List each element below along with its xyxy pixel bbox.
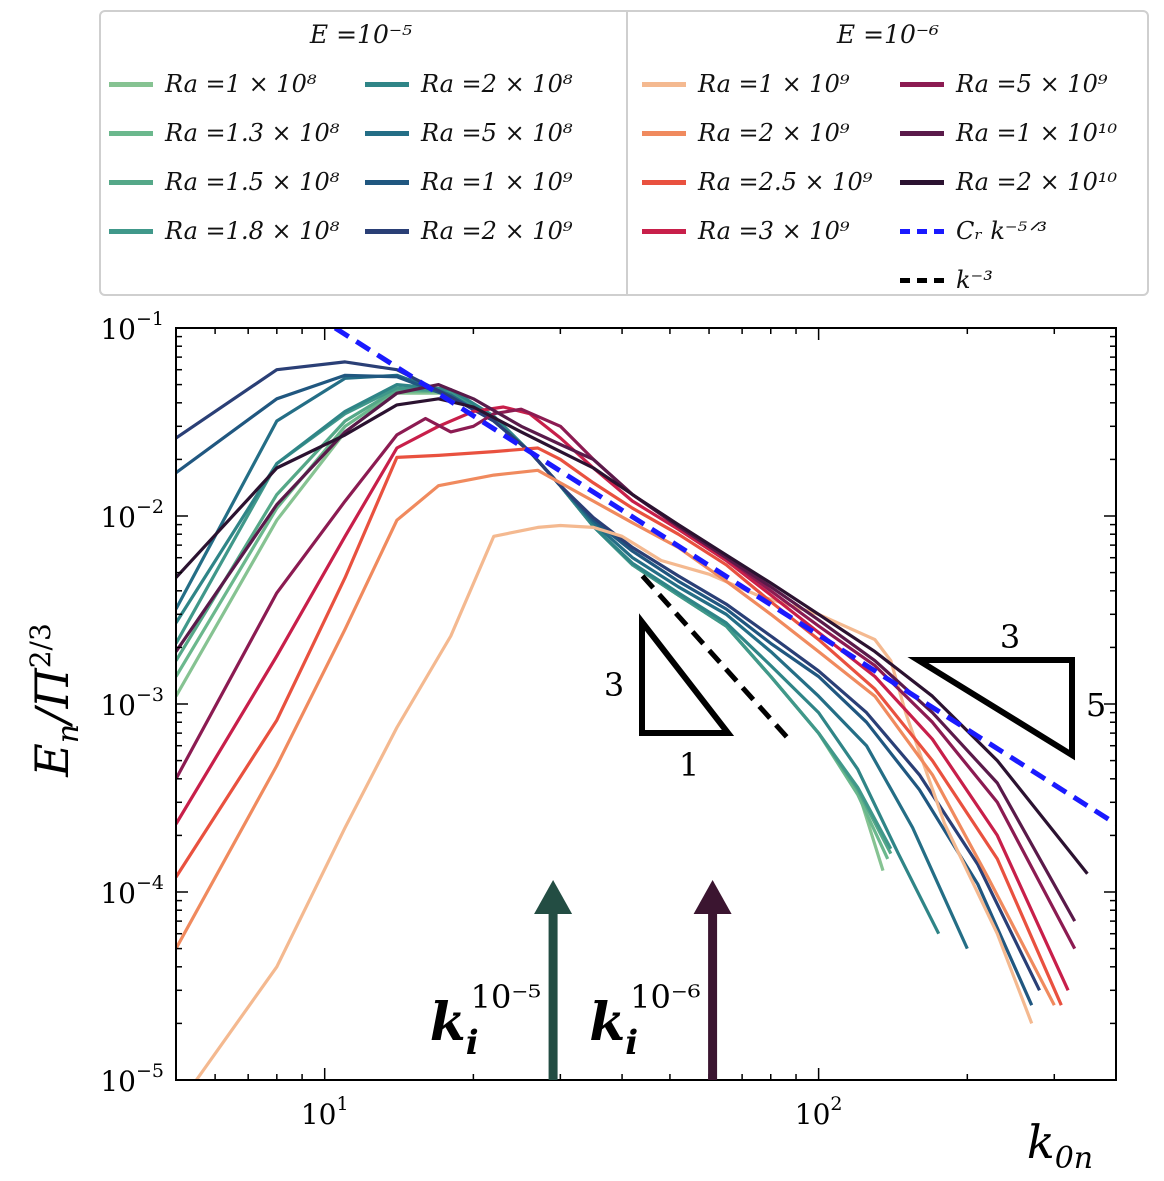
legend-item-9: Ra =2 × 10⁹ [642, 118, 849, 148]
reference-lines [333, 328, 1116, 827]
series-line-14 [176, 397, 1089, 875]
arrow-head-0 [534, 880, 573, 914]
legend-item-2: Ra =1.5 × 10⁸ [109, 167, 339, 197]
legend-swatch [365, 81, 409, 87]
legend-swatch [109, 228, 153, 234]
legend-item-7: Ra =2 × 10⁹ [365, 216, 572, 246]
legend-swatch [642, 130, 686, 136]
y-tick-label-1: 10−2 [100, 496, 164, 534]
legend-swatch [900, 179, 944, 185]
legend-label: Ra =1 × 10⁸ [165, 70, 317, 98]
y-tick-label-4: 10−5 [100, 1060, 164, 1098]
legend-label: Ra =1.5 × 10⁸ [165, 168, 340, 196]
series-line-6 [176, 373, 1034, 1006]
slope-triangle-right-vertical-label: 5 [1086, 686, 1106, 724]
legend-label: Ra =3 × 10⁹ [698, 217, 850, 245]
series-line-10 [176, 446, 1063, 1006]
series-layer [176, 360, 1089, 1080]
arrow-label-1: ki10⁻⁶ [589, 978, 700, 1063]
legend-label: Ra =1.8 × 10⁸ [165, 217, 340, 245]
legend-label: Ra =5 × 10⁸ [421, 119, 573, 147]
series-line-8 [195, 523, 1034, 1080]
legend-swatch [109, 81, 153, 87]
legend-item-reference-1: k⁻³ [900, 265, 993, 295]
legend: E =10⁻⁵ E =10⁻⁶ Ra =1 × 10⁸ Ra =1.3 × 10⁸… [99, 10, 1149, 296]
x-axis-label: k0n [1027, 1115, 1093, 1176]
arrow-head-1 [693, 880, 732, 914]
series-line-5 [176, 373, 969, 950]
legend-label: Ra =2.5 × 10⁹ [698, 168, 873, 196]
slope-triangle-left-vertical-label: 3 [604, 666, 624, 704]
legend-item-14: Ra =2 × 10¹⁰ [900, 167, 1117, 197]
legend-item-3: Ra =1.8 × 10⁸ [109, 216, 339, 246]
slope-triangle-right [907, 657, 1075, 761]
legend-divider [626, 12, 628, 294]
legend-item-4: Ra =2 × 10⁸ [365, 69, 572, 99]
legend-label: Ra =1 × 10¹⁰ [956, 119, 1118, 147]
y-tick-label-0: 10−1 [100, 308, 164, 346]
legend-item-1: Ra =1.3 × 10⁸ [109, 118, 339, 148]
legend-label: Cᵣ k⁻⁵ᐟ³ [956, 217, 1047, 245]
series-line-9 [176, 468, 1056, 1006]
slope-triangle-left [639, 613, 735, 736]
slope-triangle-right-horizontal-label: 3 [1000, 618, 1020, 656]
y-tick-label-2: 10−3 [100, 684, 164, 722]
legend-swatch [365, 228, 409, 234]
legend-swatch [642, 81, 686, 87]
legend-item-6: Ra =1 × 10⁹ [365, 167, 572, 197]
legend-title-group-1: E =10⁻⁵ [309, 20, 413, 49]
legend-swatch [109, 179, 153, 185]
legend-item-13: Ra =1 × 10¹⁰ [900, 118, 1117, 148]
slope-triangle-left-horizontal-label: 1 [679, 746, 699, 784]
legend-item-8: Ra =1 × 10⁹ [642, 69, 849, 99]
x-tick-label-0: 101 [301, 1093, 349, 1131]
legend-label: Ra =2 × 10¹⁰ [956, 168, 1118, 196]
legend-item-0: Ra =1 × 10⁸ [109, 69, 316, 99]
reference-line-0 [333, 328, 1116, 827]
legend-item-reference-0: Cᵣ k⁻⁵ᐟ³ [900, 216, 1047, 246]
legend-swatch [642, 228, 686, 234]
legend-item-5: Ra =5 × 10⁸ [365, 118, 572, 148]
plot-frame [175, 327, 1117, 1081]
arrow-label-0: ki10⁻⁵ [430, 978, 541, 1063]
legend-swatch [900, 228, 944, 234]
legend-label: Ra =5 × 10⁹ [956, 70, 1108, 98]
legend-item-12: Ra =5 × 10⁹ [900, 69, 1107, 99]
legend-label: k⁻³ [956, 266, 993, 294]
legend-label: Ra =2 × 10⁹ [698, 119, 850, 147]
legend-swatch [365, 130, 409, 136]
legend-label: Ra =1 × 10⁹ [698, 70, 850, 98]
reference-line-1 [640, 574, 791, 741]
legend-label: Ra =1.3 × 10⁸ [165, 119, 340, 147]
series-line-1 [176, 389, 890, 860]
y-tick-label-3: 10−4 [100, 872, 164, 910]
series-line-13 [176, 383, 1077, 922]
axis-ticks: 101 102 10−1 10−2 10−3 10−4 10−5 [100, 308, 1117, 1131]
legend-swatch [109, 130, 153, 136]
legend-label: Ra =1 × 10⁹ [421, 168, 573, 196]
legend-item-11: Ra =3 × 10⁹ [642, 216, 849, 246]
legend-swatch [365, 179, 409, 185]
legend-swatch [900, 277, 944, 283]
legend-item-10: Ra =2.5 × 10⁹ [642, 167, 872, 197]
y-axis-label: En/Π2/3 [24, 623, 86, 778]
legend-title-group-2: E =10⁻⁶ [836, 20, 940, 49]
legend-label: Ra =2 × 10⁸ [421, 70, 573, 98]
x-tick-label-1: 102 [795, 1093, 843, 1131]
legend-label: Ra =2 × 10⁹ [421, 217, 573, 245]
series-line-12 [176, 407, 1077, 950]
annotations: 3 1 3 5 ki10⁻⁵ ki10⁻⁶ [430, 613, 1106, 1080]
legend-swatch [900, 81, 944, 87]
legend-swatch [642, 179, 686, 185]
legend-swatch [900, 130, 944, 136]
